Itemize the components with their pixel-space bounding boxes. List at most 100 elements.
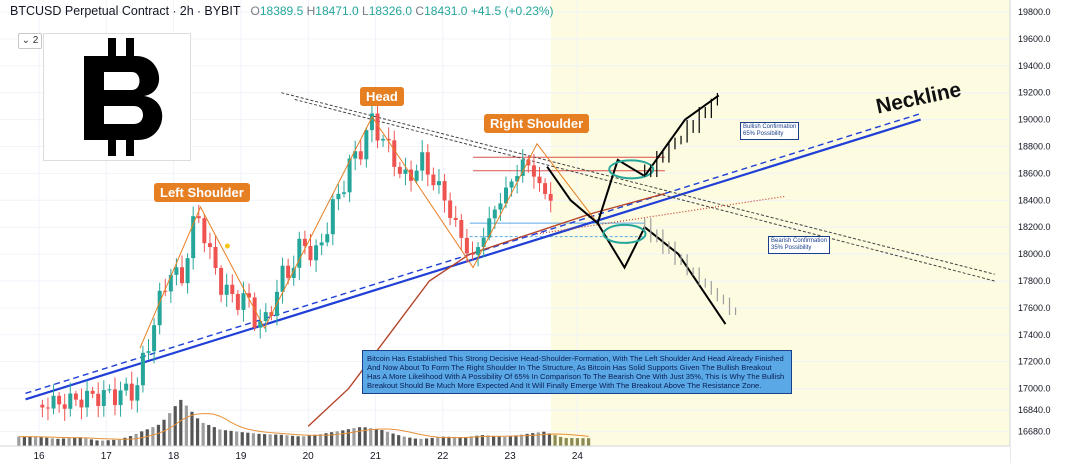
symbol-name[interactable]: BTCUSD Perpetual Contract [10, 4, 170, 18]
volume-bar [553, 435, 557, 446]
y-tick-label: 17400.0 [1018, 330, 1051, 340]
candle-body [336, 193, 341, 200]
candle-body [453, 217, 458, 221]
marker-dot [224, 243, 230, 249]
volume-bar [570, 438, 574, 446]
price-axis-bg [1010, 0, 1068, 463]
close-value: 18431.0 [424, 4, 468, 18]
volume-bar [100, 440, 105, 446]
candle-body [297, 238, 302, 268]
candle-body [448, 200, 453, 218]
volume-bar [212, 427, 216, 446]
volume-bar [106, 440, 110, 446]
volume-bar [357, 427, 362, 446]
candle-body [319, 242, 324, 246]
x-tick-label: 20 [303, 451, 315, 462]
volume-bar [464, 436, 468, 446]
volume-bars [17, 399, 591, 446]
x-tick-label: 22 [437, 451, 449, 462]
volume-bar [134, 433, 138, 446]
candle-body [118, 390, 123, 406]
volume-bar [335, 431, 339, 446]
candle-body [85, 390, 90, 408]
projections [546, 92, 737, 325]
y-tick-label: 19400.0 [1018, 61, 1051, 71]
volume-bar [73, 437, 77, 446]
candle-body [202, 218, 207, 244]
volume-bar [514, 435, 518, 446]
candle-body [90, 390, 95, 394]
volume-bar [123, 437, 127, 446]
y-tick-label: 17800.0 [1018, 276, 1051, 286]
high-label: H [306, 4, 316, 18]
candle-body [526, 159, 531, 166]
candle-body [152, 325, 157, 352]
volume-bar [430, 437, 434, 446]
y-tick-label: 17000.0 [1018, 384, 1051, 394]
volume-bar [408, 437, 412, 446]
candle-body [57, 395, 62, 405]
volume-bar [452, 436, 457, 446]
candle-body [375, 113, 380, 141]
volume-bar [542, 431, 546, 446]
volume-bar [56, 438, 60, 446]
symbol-exchange: BYBIT [204, 4, 241, 18]
candle-body [191, 216, 196, 259]
volume-bar [168, 413, 172, 446]
y-tick-label: 16680.0 [1018, 427, 1051, 437]
candle-body [537, 176, 542, 184]
candle-body [263, 312, 268, 321]
candle-body [492, 209, 497, 219]
candle-body [140, 352, 145, 386]
volume-bar [581, 438, 585, 446]
volume-bar [39, 437, 43, 446]
volume-bar [117, 439, 121, 446]
x-tick-label: 19 [235, 451, 247, 462]
volume-bar [140, 431, 144, 446]
volume-bar [313, 434, 317, 446]
x-tick-label: 24 [572, 451, 584, 462]
bullish-path [546, 94, 720, 225]
y-tick-label: 18400.0 [1018, 195, 1051, 205]
volume-bar [497, 436, 501, 446]
volume-bar [564, 438, 568, 446]
candle-body [498, 203, 503, 210]
volume-bar [112, 439, 116, 446]
volume-bar [385, 431, 390, 446]
candle-body [543, 183, 548, 194]
head-shoulders-path [139, 115, 598, 349]
volume-bar [61, 438, 66, 446]
x-tick-label: 23 [505, 451, 517, 462]
volume-bar [547, 433, 552, 446]
candle-body [314, 245, 319, 261]
volume-bar [251, 433, 256, 446]
volume-bar [262, 434, 267, 446]
volume-bar [89, 439, 94, 446]
candle-body [515, 175, 520, 182]
candles [40, 102, 553, 421]
volume-bar [302, 436, 306, 446]
y-tick-label: 18200.0 [1018, 222, 1051, 232]
volume-bar [525, 433, 529, 446]
volume-bar [330, 432, 334, 446]
close-label: C [415, 4, 425, 18]
bearish-confirmation-label: Bearish Confirmation 35% Possibility [768, 236, 831, 254]
open-label: O [250, 4, 260, 18]
candle-body [392, 140, 397, 167]
volume-bar [352, 428, 356, 446]
volume-bar [156, 424, 161, 446]
y-tick-label: 17200.0 [1018, 357, 1051, 367]
candle-body [51, 395, 56, 409]
volume-bar [586, 438, 591, 446]
candle-body [247, 293, 252, 298]
candle-body [163, 290, 168, 292]
volume-bar [380, 430, 384, 446]
volume-bar [458, 437, 462, 446]
volume-bar [492, 436, 496, 446]
volume-bar [341, 430, 345, 446]
volume-bar [402, 436, 406, 446]
indicator-toggle[interactable]: ⌄ 2 [18, 33, 42, 49]
symbol-interval[interactable]: 2h [179, 4, 194, 18]
